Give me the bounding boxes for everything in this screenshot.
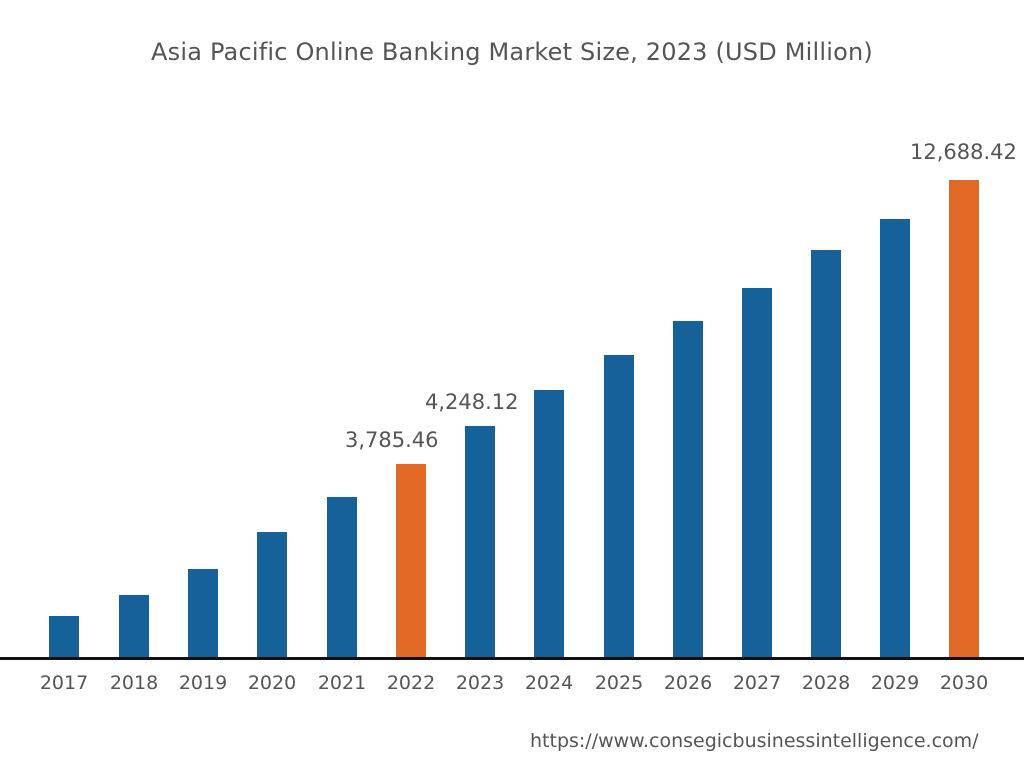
data-value-label: 4,248.12 [425, 390, 519, 414]
bar-2024 [534, 390, 564, 658]
bar-2021 [327, 497, 357, 658]
bar-2018 [119, 595, 149, 658]
chart-title: Asia Pacific Online Banking Market Size,… [151, 38, 873, 66]
x-tick-label: 2028 [801, 672, 851, 694]
x-tick-label: 2020 [247, 672, 297, 694]
x-tick-label: 2022 [386, 672, 436, 694]
bar-2029 [880, 219, 910, 658]
x-tick-label: 2018 [109, 672, 159, 694]
x-tick-label: 2029 [870, 672, 920, 694]
x-tick-label: 2030 [939, 672, 989, 694]
bar-2020 [257, 532, 287, 658]
bar-2030 [949, 180, 979, 658]
x-axis-line [0, 657, 1024, 660]
x-tick-label: 2021 [317, 672, 367, 694]
x-tick-label: 2019 [178, 672, 228, 694]
bar-2028 [811, 250, 841, 658]
x-tick-label: 2027 [732, 672, 782, 694]
source-url: https://www.consegicbusinessintelligence… [530, 730, 979, 752]
x-tick-label: 2023 [455, 672, 505, 694]
bar-2027 [742, 288, 772, 658]
x-tick-label: 2017 [39, 672, 89, 694]
bar-2026 [673, 321, 703, 658]
bar-2023 [465, 426, 495, 658]
bar-2019 [188, 569, 218, 658]
x-tick-label: 2024 [524, 672, 574, 694]
bar-2017 [49, 616, 79, 658]
bar-2025 [604, 355, 634, 658]
data-value-label: 12,688.42 [910, 140, 1017, 164]
x-tick-label: 2025 [594, 672, 644, 694]
bar-2022 [396, 464, 426, 658]
data-value-label: 3,785.46 [345, 428, 439, 452]
x-tick-label: 2026 [663, 672, 713, 694]
